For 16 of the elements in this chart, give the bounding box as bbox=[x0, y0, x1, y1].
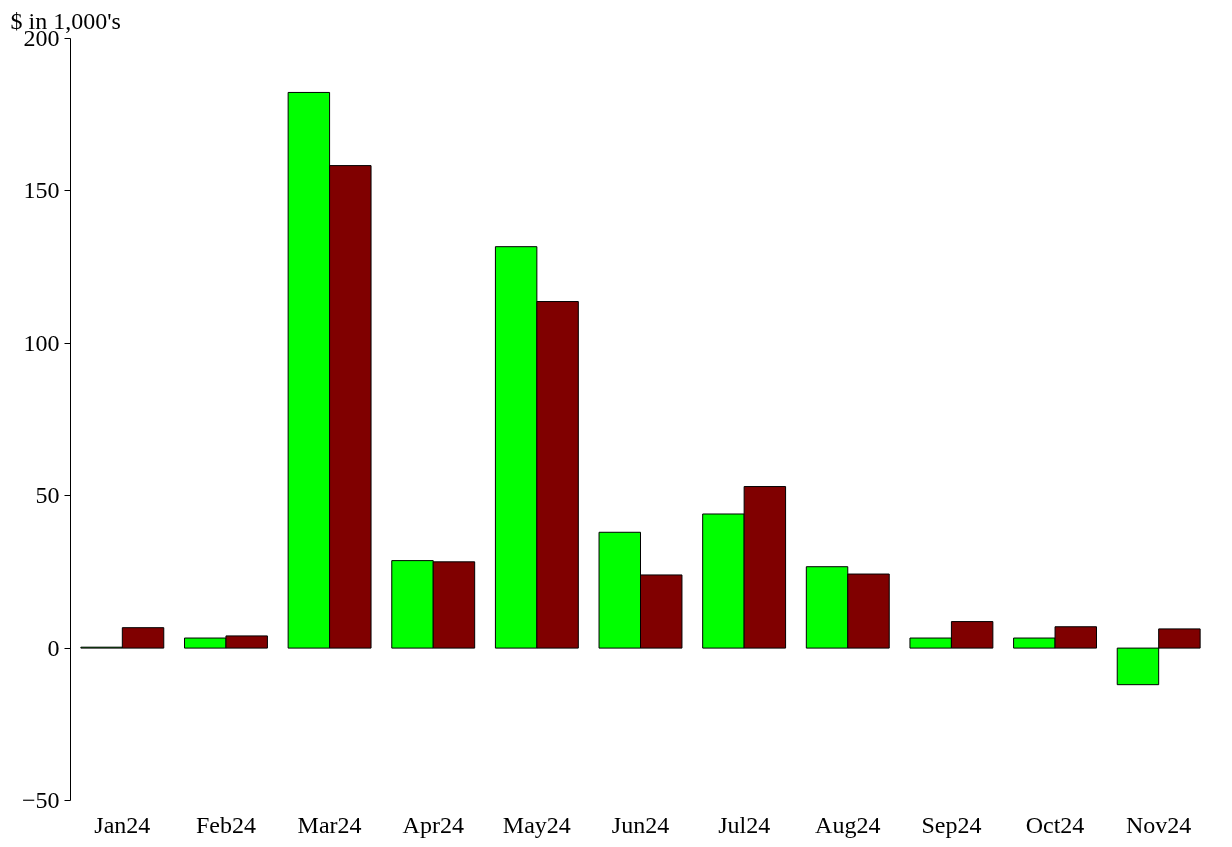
y-tick-label: 100 bbox=[23, 329, 60, 356]
y-tick-label: 150 bbox=[23, 177, 60, 204]
x-tick-label: Jun24 bbox=[611, 811, 670, 838]
x-tick-label: Mar24 bbox=[297, 811, 362, 838]
x-tick-label: Sep24 bbox=[921, 811, 982, 838]
x-tick-label: Jul24 bbox=[718, 811, 771, 838]
y-tick-label: −50 bbox=[21, 787, 60, 813]
x-tick-label: Nov24 bbox=[1126, 811, 1192, 838]
x-tick-label: Jan24 bbox=[94, 811, 151, 838]
x-tick-label: Oct24 bbox=[1025, 811, 1085, 838]
x-tick-label: Aug24 bbox=[815, 811, 881, 838]
y-tick-label: 0 bbox=[47, 634, 60, 661]
x-tick-label: Feb24 bbox=[195, 811, 256, 838]
x-tick-label: Apr24 bbox=[402, 811, 464, 838]
x-tick-label: May24 bbox=[502, 811, 571, 838]
y-tick-label: 50 bbox=[35, 482, 60, 509]
